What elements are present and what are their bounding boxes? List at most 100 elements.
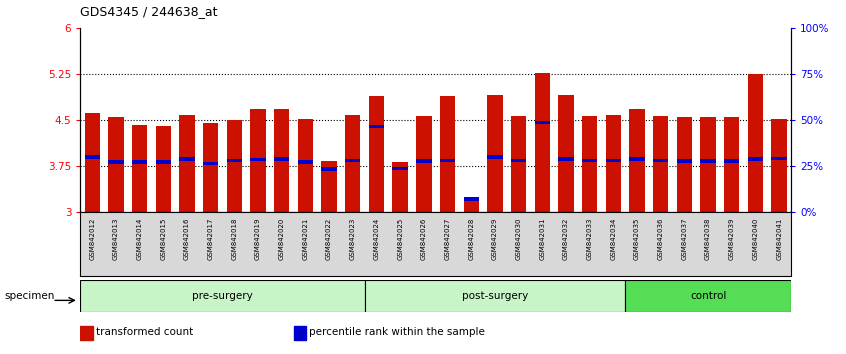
Bar: [653, 116, 668, 212]
Bar: [294, 326, 306, 340]
Text: GSM842020: GSM842020: [278, 217, 285, 260]
Bar: [582, 116, 597, 212]
Bar: [369, 96, 384, 212]
Text: GSM842039: GSM842039: [728, 217, 735, 260]
Bar: [677, 159, 692, 162]
Bar: [203, 123, 218, 212]
Bar: [393, 166, 408, 170]
Bar: [535, 73, 550, 212]
Bar: [440, 159, 455, 162]
Text: GSM842014: GSM842014: [136, 217, 143, 260]
Bar: [203, 162, 218, 165]
Text: GSM842036: GSM842036: [657, 217, 664, 260]
Bar: [274, 109, 289, 212]
Text: GSM842031: GSM842031: [539, 217, 546, 260]
Bar: [250, 109, 266, 212]
Bar: [108, 117, 124, 212]
Text: GSM842023: GSM842023: [349, 217, 356, 260]
Bar: [606, 115, 621, 212]
Bar: [156, 126, 171, 212]
Bar: [772, 119, 787, 212]
Bar: [629, 109, 645, 212]
Bar: [274, 157, 289, 161]
Bar: [250, 158, 266, 161]
Bar: [724, 159, 739, 162]
Bar: [179, 157, 195, 161]
Bar: [511, 116, 526, 212]
Text: GSM842040: GSM842040: [752, 217, 759, 260]
Bar: [132, 125, 147, 212]
Text: post-surgery: post-surgery: [462, 291, 528, 301]
Text: GSM842030: GSM842030: [515, 217, 522, 260]
Bar: [227, 159, 242, 162]
Bar: [464, 197, 479, 201]
Bar: [298, 160, 313, 164]
Bar: [108, 160, 124, 164]
Bar: [535, 120, 550, 124]
Bar: [393, 162, 408, 212]
Text: specimen: specimen: [4, 291, 55, 301]
Bar: [132, 160, 147, 164]
Bar: [487, 155, 503, 159]
Bar: [700, 117, 716, 212]
Bar: [606, 159, 621, 162]
Text: GDS4345 / 244638_at: GDS4345 / 244638_at: [80, 5, 218, 18]
Text: GSM842033: GSM842033: [586, 217, 593, 260]
Text: GSM842032: GSM842032: [563, 217, 569, 260]
Bar: [365, 280, 625, 312]
Text: GSM842021: GSM842021: [302, 217, 309, 260]
Bar: [487, 95, 503, 212]
Bar: [700, 159, 716, 162]
Text: transformed count: transformed count: [96, 327, 193, 337]
Text: GSM842019: GSM842019: [255, 217, 261, 260]
Bar: [625, 280, 791, 312]
Bar: [179, 115, 195, 212]
Text: GSM842026: GSM842026: [420, 217, 427, 260]
Text: GSM842038: GSM842038: [705, 217, 711, 260]
Bar: [227, 120, 242, 212]
Text: GSM842024: GSM842024: [373, 217, 380, 260]
Text: GSM842016: GSM842016: [184, 217, 190, 260]
Text: percentile rank within the sample: percentile rank within the sample: [309, 327, 485, 337]
Bar: [724, 117, 739, 212]
Bar: [416, 159, 431, 162]
Text: GSM842025: GSM842025: [397, 217, 404, 260]
Bar: [511, 159, 526, 162]
Bar: [85, 155, 100, 159]
Bar: [582, 159, 597, 162]
Text: GSM842041: GSM842041: [776, 217, 783, 260]
Text: GSM842022: GSM842022: [326, 217, 332, 260]
Bar: [321, 167, 337, 171]
Text: GSM842012: GSM842012: [89, 217, 96, 260]
Text: GSM842028: GSM842028: [468, 217, 475, 260]
Bar: [653, 159, 668, 162]
Text: pre-surgery: pre-surgery: [192, 291, 253, 301]
Text: GSM842035: GSM842035: [634, 217, 640, 260]
Bar: [85, 113, 100, 212]
Bar: [369, 125, 384, 128]
Bar: [748, 157, 763, 161]
Text: GSM842018: GSM842018: [231, 217, 238, 260]
Text: GSM842015: GSM842015: [160, 217, 167, 260]
Bar: [156, 160, 171, 164]
Text: GSM842027: GSM842027: [444, 217, 451, 260]
Bar: [80, 280, 365, 312]
Bar: [558, 95, 574, 212]
Bar: [748, 74, 763, 212]
Bar: [321, 161, 337, 212]
Bar: [416, 116, 431, 212]
Bar: [558, 157, 574, 161]
Text: GSM842013: GSM842013: [113, 217, 119, 260]
Bar: [298, 119, 313, 212]
Bar: [80, 326, 93, 340]
Bar: [677, 117, 692, 212]
Text: GSM842037: GSM842037: [681, 217, 688, 260]
Text: control: control: [690, 291, 726, 301]
Text: GSM842029: GSM842029: [492, 217, 498, 260]
Bar: [345, 115, 360, 212]
Bar: [345, 159, 360, 162]
Text: GSM842034: GSM842034: [610, 217, 617, 260]
Text: GSM842017: GSM842017: [207, 217, 214, 260]
Bar: [440, 96, 455, 212]
Bar: [772, 157, 787, 160]
